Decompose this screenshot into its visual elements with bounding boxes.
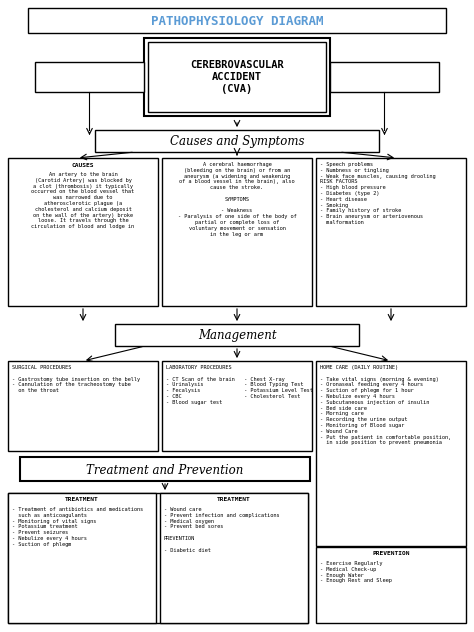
Bar	[95, 130, 379, 152]
Bar	[8, 493, 156, 623]
Text: Management: Management	[198, 329, 276, 343]
Text: - Exercise Regularly
- Medical Check-up
- Enough Water
- Enough Rest and Sleep: - Exercise Regularly - Medical Check-up …	[320, 561, 392, 583]
Bar	[8, 158, 158, 306]
Bar	[316, 158, 466, 306]
Text: CAUSES: CAUSES	[72, 163, 94, 168]
Text: TREATMENT: TREATMENT	[65, 497, 99, 502]
Text: - Treatment of antibiotics and medications
  such as anticoagulants
- Monitoring: - Treatment of antibiotics and medicatio…	[12, 507, 143, 547]
Text: A cerebral haemorrhage
(bleeding on the brain) or from an
aneurysm (a widening a: A cerebral haemorrhage (bleeding on the …	[178, 162, 296, 236]
Bar	[162, 158, 312, 306]
Text: SURGICAL PROCEDURES

- Gastrostomy tube insertion on the belly
- Cannulation of : SURGICAL PROCEDURES - Gastrostomy tube i…	[12, 365, 140, 393]
Bar	[316, 361, 466, 546]
Text: An artery to the brain
(Carotid Artery) was blocked by
a clot (thrombosis) it ty: An artery to the brain (Carotid Artery) …	[31, 172, 135, 229]
Bar	[144, 38, 330, 116]
Text: - Speech problems
- Numbness or tingling
- Weak face muscles, causing drooling
R: - Speech problems - Numbness or tingling…	[320, 162, 436, 225]
Bar	[8, 493, 308, 623]
Bar	[148, 42, 326, 112]
Text: PATHOPHYSIOLOGY DIAGRAM: PATHOPHYSIOLOGY DIAGRAM	[151, 15, 323, 28]
Text: LABORATORY PROCEDURES

- CT Scan of the brain   - Chest X-ray
- Urinalysis      : LABORATORY PROCEDURES - CT Scan of the b…	[166, 365, 313, 405]
Bar	[28, 8, 446, 33]
Text: PREVENTION: PREVENTION	[372, 551, 410, 556]
Text: Causes and Symptoms: Causes and Symptoms	[170, 135, 304, 149]
Bar	[115, 324, 359, 346]
Bar	[316, 547, 466, 623]
Bar	[162, 361, 312, 451]
Text: - Wound care
- Prevent infection and complications
- Medical oxygen
- Prevent be: - Wound care - Prevent infection and com…	[164, 507, 280, 552]
Bar	[160, 493, 308, 623]
Text: CEREBROVASCULAR
ACCIDENT
(CVA): CEREBROVASCULAR ACCIDENT (CVA)	[190, 61, 284, 94]
Bar	[35, 62, 144, 92]
Bar	[20, 457, 310, 481]
Text: Treatment and Prevention: Treatment and Prevention	[86, 463, 244, 477]
Bar	[330, 62, 439, 92]
Text: HOME CARE (DAILY ROUTINE)

- Take vital signs (morning & evening)
- Oronaseal fe: HOME CARE (DAILY ROUTINE) - Take vital s…	[320, 365, 451, 446]
Text: TREATMENT: TREATMENT	[217, 497, 251, 502]
Bar	[8, 361, 158, 451]
